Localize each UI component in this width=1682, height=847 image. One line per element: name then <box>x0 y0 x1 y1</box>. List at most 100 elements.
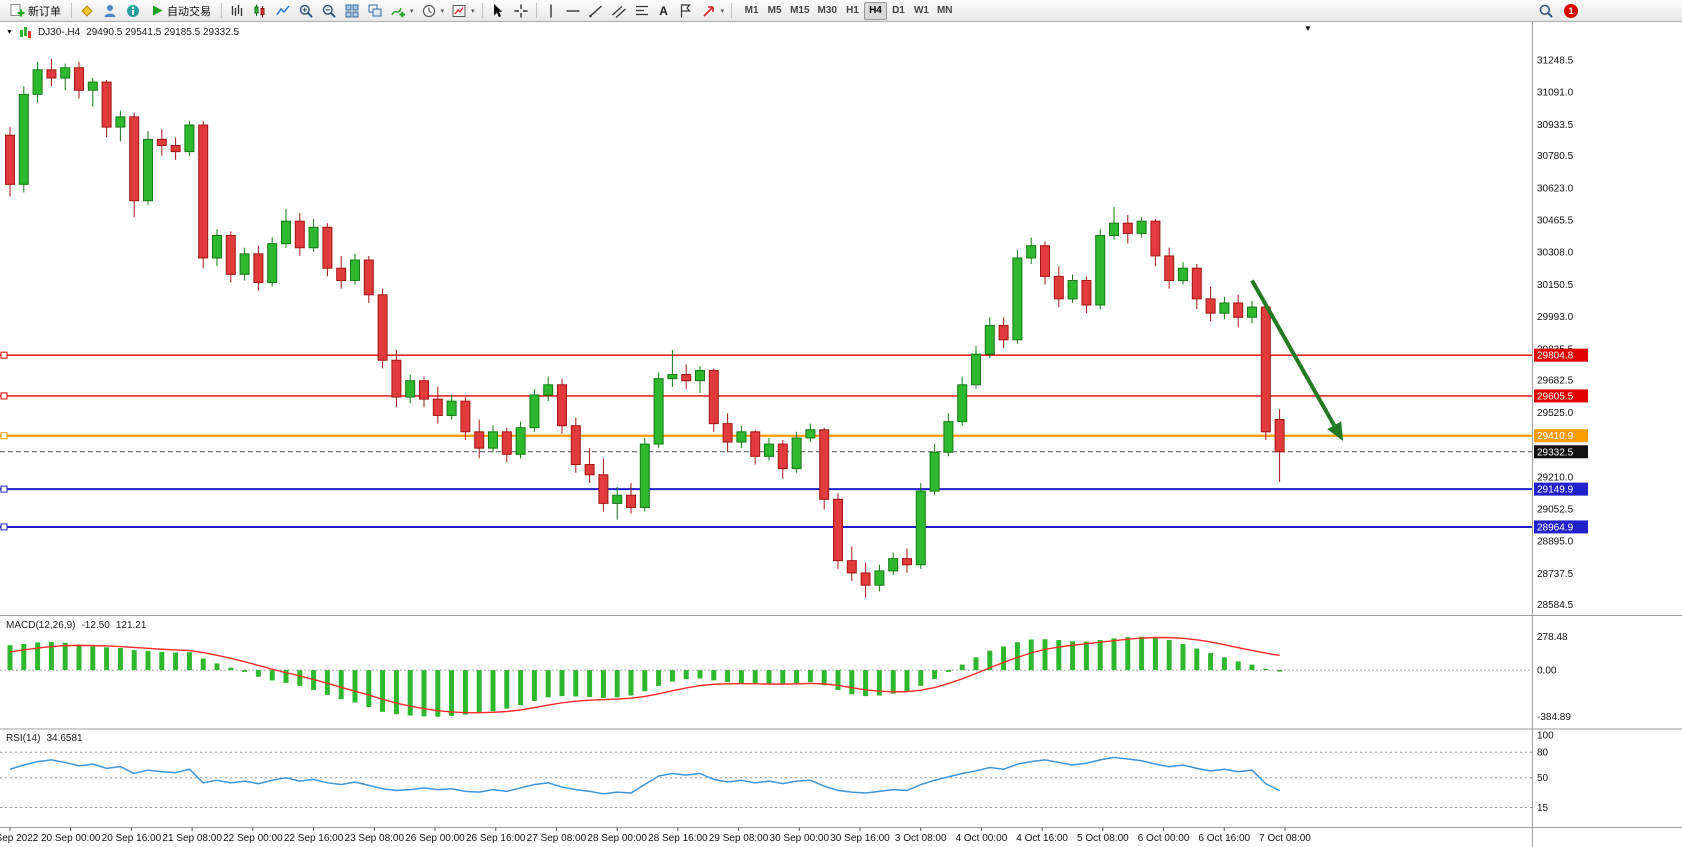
svg-text:28584.5: 28584.5 <box>1537 600 1574 611</box>
svg-text:28964.9: 28964.9 <box>1537 522 1574 533</box>
level-line[interactable] <box>0 392 1532 400</box>
chart-candles-button[interactable] <box>249 1 271 21</box>
crosshair-icon <box>514 4 528 17</box>
svg-text:80: 80 <box>1537 748 1549 759</box>
text-tool-button[interactable]: A <box>654 1 674 21</box>
svg-text:29993.0: 29993.0 <box>1537 312 1574 323</box>
chart-shift-marker[interactable]: ▼ <box>1304 24 1312 33</box>
toolbar-separator <box>481 3 483 18</box>
dropdown-arrow-icon: ▾ <box>410 7 414 15</box>
metaeditor-button[interactable] <box>76 1 98 21</box>
svg-text:26 Sep 16:00: 26 Sep 16:00 <box>466 833 526 844</box>
price-tag: 29332.5 <box>1534 445 1588 459</box>
new-order-icon <box>10 4 25 17</box>
search-button[interactable] <box>1535 1 1557 21</box>
svg-text:4 Oct 00:00: 4 Oct 00:00 <box>956 833 1008 844</box>
chart-line-button[interactable] <box>272 1 294 21</box>
trend-arrow-object[interactable] <box>1250 279 1344 442</box>
level-line[interactable] <box>0 523 1532 531</box>
community-button[interactable] <box>122 1 144 21</box>
cursor-button[interactable] <box>487 1 509 21</box>
level-anchor-marker <box>0 351 8 359</box>
level-line[interactable] <box>0 485 1532 493</box>
indicators-icon <box>391 7 405 17</box>
toolbar-separator <box>71 3 72 18</box>
price-tag: 29605.5 <box>1534 389 1588 403</box>
rsi-value: 34.6581 <box>46 733 83 744</box>
svg-text:21 Sep 08:00: 21 Sep 08:00 <box>162 833 222 844</box>
svg-text:100: 100 <box>1537 731 1554 742</box>
trendline-tool-button[interactable] <box>585 1 607 21</box>
price-tags: 29804.8 29605.5 29410.9 29149.9 28964.9 29332… <box>1534 348 1588 534</box>
timeframe-button-m1[interactable]: M1 <box>744 5 759 16</box>
dropdown-arrow-icon: ▾ <box>471 7 475 15</box>
timeframe-button-h4[interactable]: H4 <box>863 1 887 20</box>
svg-text:29682.5: 29682.5 <box>1537 376 1574 387</box>
svg-text:31248.5: 31248.5 <box>1537 55 1574 66</box>
timeframe-button-mn[interactable]: MN <box>936 5 953 16</box>
label-icon <box>680 3 691 17</box>
chart-bars-button[interactable] <box>226 1 248 21</box>
svg-text:29605.5: 29605.5 <box>1537 391 1574 402</box>
search-icon <box>1539 4 1553 18</box>
horizontal-line-icon <box>566 9 580 12</box>
timeframe-button-m15[interactable]: M15 <box>790 5 810 16</box>
vertical-line-tool-button[interactable] <box>541 1 561 21</box>
timeframe-button-h1[interactable]: H1 <box>846 5 859 16</box>
timeframe-button-d1[interactable]: D1 <box>892 5 905 16</box>
svg-text:29410.9: 29410.9 <box>1537 431 1574 442</box>
horizontal-line-tool-button[interactable] <box>562 1 584 21</box>
price-tag: 29149.9 <box>1534 482 1588 496</box>
svg-text:30465.5: 30465.5 <box>1537 216 1574 227</box>
dropdown-arrow-icon: ▾ <box>720 7 725 15</box>
autotrading-play-icon <box>153 5 163 16</box>
macd-signal-value: 121.21 <box>115 620 147 631</box>
arrow-shape-icon <box>702 5 714 17</box>
timeframe-toolbar: M1 M5 M15 M30 H1 H4 D1 W1 MN <box>740 1 956 20</box>
svg-text:29 Sep 08:00: 29 Sep 08:00 <box>709 833 769 844</box>
price-tag: 29410.9 <box>1534 429 1588 443</box>
svg-text:-384.89: -384.89 <box>1537 712 1571 723</box>
zoom-out-button[interactable] <box>318 1 340 21</box>
text-label-tool-button[interactable] <box>675 1 697 21</box>
zoom-in-button[interactable] <box>295 1 317 21</box>
dropdown-arrow-icon: ▾ <box>440 7 445 15</box>
toolbar-right-group: 1 <box>1535 1 1678 21</box>
arrows-tool-button[interactable]: ▾ <box>698 1 728 21</box>
level-anchor-marker <box>0 485 8 493</box>
timeframe-button-m5[interactable]: M5 <box>767 5 782 16</box>
channel-tool-button[interactable] <box>608 1 630 21</box>
notification-badge[interactable]: 1 <box>1564 3 1578 18</box>
zoom-in-icon <box>299 4 313 18</box>
cursor-icon <box>493 3 502 17</box>
fibonacci-tool-button[interactable] <box>631 1 653 21</box>
templates-button[interactable]: ▾ <box>448 1 478 21</box>
svg-text:5 Oct 08:00: 5 Oct 08:00 <box>1077 833 1129 844</box>
svg-text:23 Sep 08:00: 23 Sep 08:00 <box>345 833 405 844</box>
cascade-windows-button[interactable] <box>364 1 386 21</box>
toolbar-separator <box>731 3 733 18</box>
svg-text:50: 50 <box>1537 773 1549 784</box>
svg-text:20 Sep 16:00: 20 Sep 16:00 <box>102 833 162 844</box>
svg-text:30623.0: 30623.0 <box>1537 183 1574 194</box>
svg-text:30 Sep 00:00: 30 Sep 00:00 <box>770 833 830 844</box>
level-line[interactable] <box>0 351 1532 359</box>
svg-text:19 Sep 2022: 19 Sep 2022 <box>0 833 39 844</box>
indicators-button[interactable]: ▾ <box>387 1 417 21</box>
svg-text:15: 15 <box>1537 803 1549 814</box>
svg-text:29149.9: 29149.9 <box>1537 485 1574 496</box>
profile-button[interactable] <box>99 1 121 21</box>
timeframe-button-w1[interactable]: W1 <box>913 5 929 16</box>
svg-text:3 Oct 08:00: 3 Oct 08:00 <box>895 833 947 844</box>
periods-button[interactable]: ▾ <box>418 1 448 21</box>
timeframe-button-m30[interactable]: M30 <box>817 5 837 16</box>
collapse-icon[interactable]: ▼ <box>6 29 13 36</box>
new-order-button[interactable]: 新订单 <box>4 1 67 21</box>
tile-windows-button[interactable] <box>341 1 363 21</box>
crosshair-button[interactable] <box>510 1 532 21</box>
svg-text:31091.0: 31091.0 <box>1537 88 1574 99</box>
macd-main-value: -12.50 <box>81 620 110 631</box>
autotrading-button[interactable]: 自动交易 <box>145 1 217 21</box>
